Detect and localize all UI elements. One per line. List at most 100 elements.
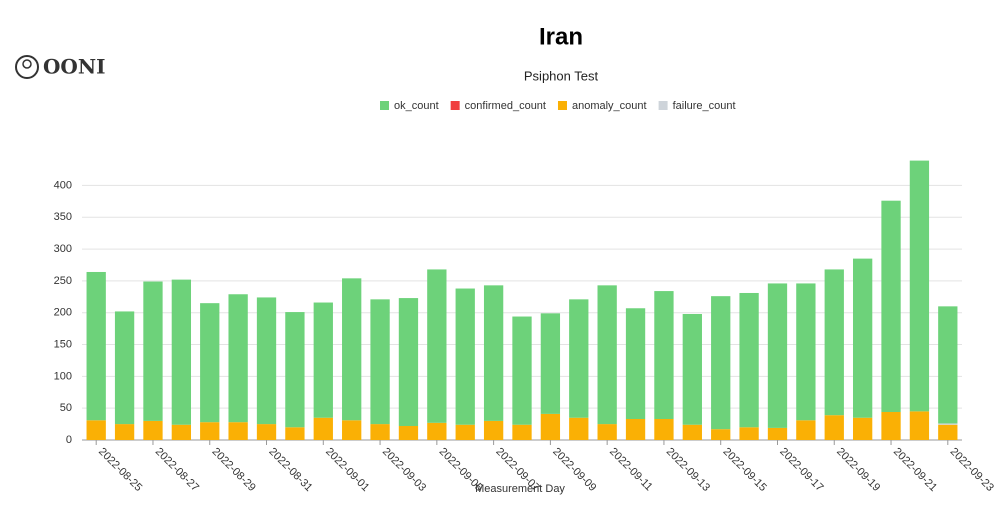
- x-axis-label: Measurement Day: [475, 483, 565, 495]
- bar-segment: [114, 424, 135, 440]
- bar-segment: [313, 302, 333, 418]
- bar-segment: [427, 422, 447, 440]
- bar-segment: [540, 413, 561, 440]
- x-tick-label: 2022-09-13: [664, 446, 712, 494]
- bar-segment: [455, 424, 475, 440]
- bar-segment: [228, 422, 248, 440]
- y-tick-label: 300: [54, 243, 72, 255]
- bar-segment: [143, 281, 163, 421]
- bar-segment: [569, 417, 589, 440]
- bar-segment: [767, 427, 788, 440]
- bar-segment: [200, 422, 220, 440]
- bar-segment: [824, 269, 844, 416]
- bar-segment: [285, 312, 305, 428]
- y-tick-label: 100: [54, 370, 72, 382]
- bar-segment: [796, 420, 816, 440]
- bar-segment: [711, 296, 731, 430]
- bar-segment: [852, 258, 873, 418]
- bar-segment: [483, 285, 504, 421]
- bar-segment: [625, 308, 646, 419]
- bar-segment: [625, 418, 646, 440]
- bar-segment: [86, 271, 106, 421]
- bar-segment: [682, 424, 702, 440]
- bar-segment: [483, 420, 504, 440]
- bar-segment: [143, 420, 163, 440]
- y-tick-label: 50: [60, 402, 72, 414]
- bar-segment: [597, 424, 617, 440]
- bar-segment: [370, 424, 390, 440]
- bar-segment: [171, 424, 192, 440]
- bar-segment: [171, 279, 192, 425]
- y-tick-label: 0: [66, 434, 72, 446]
- bar-segment: [455, 288, 475, 425]
- bar-segment: [114, 311, 135, 425]
- x-tick-label: 2022-09-05: [437, 446, 485, 494]
- logo: OONI: [15, 55, 105, 79]
- x-tick-label: 2022-08-31: [266, 446, 314, 494]
- bar-segment: [313, 417, 333, 440]
- bar-segment: [256, 424, 277, 440]
- bar-segment: [739, 292, 759, 428]
- legend-swatch: [450, 101, 460, 110]
- y-tick-label: 350: [54, 211, 72, 223]
- bar-segment: [739, 427, 759, 440]
- legend-label: failure_count: [673, 100, 736, 112]
- bar-segment: [711, 429, 731, 440]
- legend-label: ok_count: [394, 100, 439, 112]
- bar-segment: [398, 425, 419, 440]
- x-tick-label: 2022-09-23: [948, 446, 996, 494]
- bar-segment: [398, 298, 419, 426]
- x-tick-label: 2022-09-11: [607, 446, 655, 494]
- x-tick-label: 2022-08-27: [153, 446, 201, 494]
- bar-segment: [682, 313, 702, 425]
- x-tick-label: 2022-09-21: [891, 446, 939, 494]
- legend-swatch: [658, 101, 668, 110]
- legend-label: confirmed_count: [465, 100, 546, 112]
- bar-segment: [654, 418, 674, 440]
- chart-subtitle: Psiphon Test: [524, 68, 599, 83]
- bar-segment: [256, 297, 277, 425]
- bar-segment: [909, 411, 930, 440]
- bar-segment: [938, 306, 958, 424]
- bar-segment: [654, 291, 674, 419]
- bar-segment: [512, 424, 532, 440]
- bar-segment: [200, 303, 220, 423]
- x-tick-label: 2022-09-03: [380, 446, 428, 494]
- chart-title: Iran: [539, 23, 583, 50]
- bar-segment: [767, 283, 788, 428]
- bar-segment: [512, 316, 532, 425]
- bar-segment: [228, 294, 248, 423]
- bar-segment: [427, 269, 447, 423]
- bar-segment: [909, 160, 930, 412]
- bar-segment: [540, 313, 561, 414]
- bar-segment: [796, 283, 816, 421]
- y-tick-label: 200: [54, 307, 72, 319]
- x-tick-label: 2022-09-19: [834, 446, 882, 494]
- bar-segment: [285, 427, 305, 440]
- bar-segment: [938, 424, 958, 440]
- bar-segment: [938, 423, 958, 425]
- x-tick-label: 2022-08-25: [96, 446, 144, 494]
- legend-swatch: [557, 101, 567, 110]
- y-tick-label: 400: [54, 179, 72, 191]
- x-tick-label: 2022-09-17: [777, 446, 825, 494]
- x-tick-label: 2022-09-15: [721, 446, 769, 494]
- bar-segment: [881, 411, 901, 440]
- y-tick-label: 150: [54, 338, 72, 350]
- bar-segment: [852, 417, 873, 440]
- bar-segment: [342, 420, 362, 440]
- legend-label: anomaly_count: [572, 100, 647, 112]
- bar-segment: [597, 285, 617, 425]
- bar-segment: [824, 415, 844, 440]
- x-tick-label: 2022-09-01: [323, 446, 371, 494]
- bar-segment: [569, 299, 589, 418]
- legend-swatch: [380, 101, 389, 110]
- bar-segment: [86, 420, 106, 440]
- bar-segment: [370, 299, 390, 425]
- logo-text: OONI: [43, 55, 105, 79]
- bar-segment: [342, 278, 362, 421]
- bar-segment: [881, 200, 901, 412]
- y-tick-label: 250: [54, 275, 72, 287]
- x-tick-label: 2022-08-29: [210, 446, 258, 494]
